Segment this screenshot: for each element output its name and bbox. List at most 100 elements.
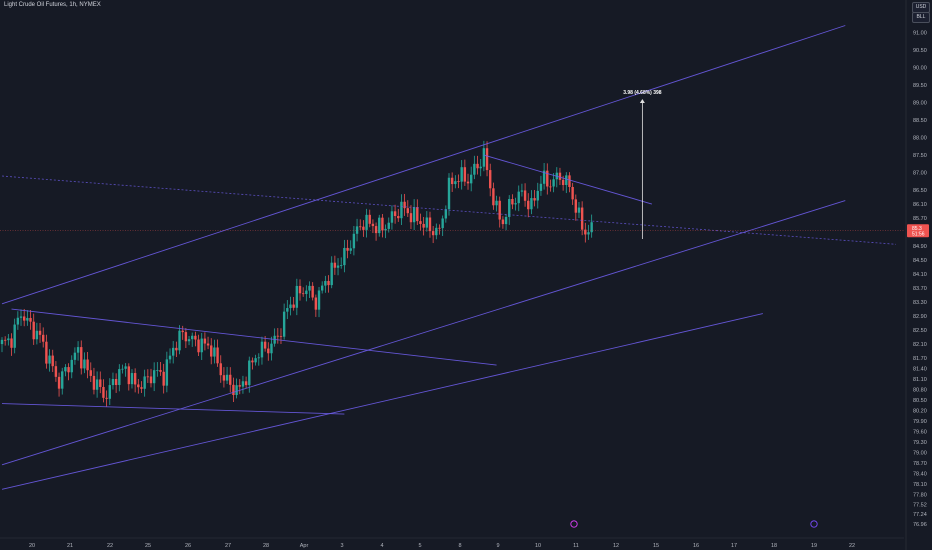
y-tick-label: 82.50 bbox=[913, 328, 927, 334]
earnings-marker-icon bbox=[570, 520, 578, 528]
candle-body bbox=[270, 343, 273, 354]
candle-body bbox=[232, 384, 235, 396]
candle-body bbox=[152, 370, 156, 384]
x-tick-label: 16 bbox=[693, 543, 699, 549]
candle-body bbox=[368, 214, 371, 224]
candle-body bbox=[387, 222, 390, 229]
y-tick-label: 77.80 bbox=[913, 493, 927, 499]
x-tick-label: 8 bbox=[458, 543, 461, 549]
candle-body bbox=[229, 374, 232, 385]
candle-body bbox=[381, 217, 384, 231]
candle-body bbox=[489, 170, 492, 189]
candle-body bbox=[527, 200, 530, 210]
candle-body bbox=[137, 384, 140, 388]
candle-body bbox=[143, 376, 146, 389]
y-tick-label: 78.10 bbox=[913, 482, 927, 488]
y-tick-label: 79.00 bbox=[913, 451, 927, 457]
y-tick-label: 88.00 bbox=[913, 136, 927, 142]
candle-body bbox=[536, 190, 539, 201]
candle-body bbox=[257, 357, 260, 359]
candle-body bbox=[425, 217, 429, 228]
candle-body bbox=[482, 148, 486, 167]
candle-body bbox=[523, 190, 527, 201]
candle-body bbox=[178, 330, 181, 351]
y-tick-label: 81.70 bbox=[913, 356, 927, 362]
candle-body bbox=[298, 285, 302, 294]
candle-body bbox=[159, 370, 162, 372]
x-tick-label: 22 bbox=[107, 543, 113, 549]
y-tick-label: 80.50 bbox=[913, 398, 927, 404]
candle-body bbox=[485, 148, 489, 171]
candle-body bbox=[235, 385, 238, 396]
candle-body bbox=[390, 211, 394, 223]
candle-body bbox=[374, 226, 378, 234]
dashed-trendline bbox=[1, 175, 897, 245]
candle-body bbox=[574, 199, 578, 213]
last-price-countdown: 51:56 bbox=[912, 231, 925, 237]
candle-body bbox=[469, 174, 473, 184]
candle-body bbox=[267, 348, 270, 354]
candle-body bbox=[508, 199, 511, 217]
trendline-pennant-lower bbox=[1, 403, 345, 415]
event-marker-icon bbox=[810, 520, 818, 528]
candle-body bbox=[533, 198, 536, 201]
candle-body bbox=[282, 311, 286, 337]
y-tick-label: 78.40 bbox=[913, 472, 927, 478]
candle-body bbox=[121, 368, 124, 370]
y-tick-label: 83.70 bbox=[913, 286, 927, 292]
candle-body bbox=[175, 347, 178, 351]
candle-body bbox=[168, 355, 172, 360]
candle-body bbox=[498, 200, 501, 220]
candle-body bbox=[38, 330, 42, 335]
candle-body bbox=[552, 179, 555, 187]
candle-body bbox=[70, 359, 73, 373]
candle-body bbox=[340, 265, 343, 266]
candle-body bbox=[352, 233, 356, 249]
candle-body bbox=[504, 216, 508, 225]
x-tick-label: 19 bbox=[811, 543, 817, 549]
chart-title: Light Crude Oil Futures, 1h, NYMEX bbox=[4, 2, 101, 8]
candle-body bbox=[565, 175, 568, 185]
candle-body bbox=[517, 191, 520, 204]
last-price-tag bbox=[907, 224, 929, 238]
candle-body bbox=[61, 371, 64, 389]
y-tick-label: 84.90 bbox=[913, 244, 927, 250]
candle-body bbox=[305, 290, 308, 295]
candle-body bbox=[450, 177, 454, 185]
candle-body bbox=[7, 338, 10, 341]
candle-body bbox=[222, 375, 226, 381]
candle-body bbox=[200, 338, 203, 353]
candle-body bbox=[57, 376, 61, 389]
candle-body bbox=[422, 223, 425, 228]
candle-body bbox=[279, 336, 283, 338]
y-tick-label: 80.20 bbox=[913, 409, 927, 415]
y-tick-label: 81.10 bbox=[913, 377, 927, 383]
x-tick-label: 26 bbox=[185, 543, 191, 549]
candle-body bbox=[308, 285, 311, 291]
y-tick-label: 77.52 bbox=[913, 502, 927, 508]
candle-body bbox=[197, 339, 200, 353]
candle-body bbox=[29, 317, 32, 322]
candle-body bbox=[80, 347, 83, 369]
candle-body bbox=[54, 366, 58, 377]
unit-badge[interactable]: BLL bbox=[912, 12, 930, 23]
candle-body bbox=[314, 297, 318, 310]
candle-body bbox=[219, 363, 222, 376]
candle-body bbox=[473, 163, 476, 175]
candle-body bbox=[384, 228, 387, 231]
x-tick-label: 11 bbox=[573, 543, 579, 549]
candle-body bbox=[441, 218, 444, 229]
candle-body bbox=[416, 207, 419, 222]
candle-body bbox=[406, 208, 409, 214]
candle-series bbox=[0, 140, 593, 407]
y-tick-label: 79.60 bbox=[913, 430, 927, 436]
candle-body bbox=[248, 360, 251, 386]
candle-body bbox=[67, 367, 70, 373]
candle-body bbox=[447, 177, 451, 210]
y-tick-label: 89.50 bbox=[913, 83, 927, 89]
measure-label: 3.98 (4.68%) 398 bbox=[623, 90, 662, 96]
candle-body bbox=[435, 227, 438, 236]
candle-body bbox=[216, 347, 219, 364]
x-axis: 20 21 22 25 26 27 28 Apr 3 4 5 8 9 10 11 12 15 16 17 18 19 22 bbox=[0, 537, 904, 549]
